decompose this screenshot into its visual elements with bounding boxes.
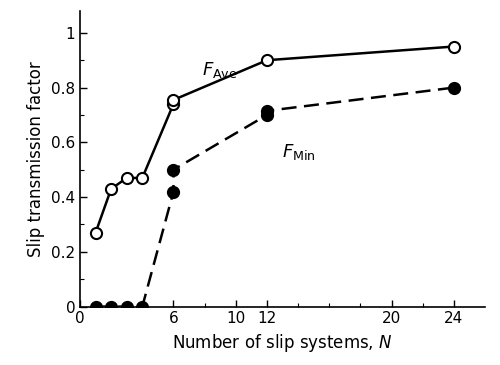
X-axis label: Number of slip systems, $N$: Number of slip systems, $N$ [172, 332, 392, 354]
Text: $\mathit{F}_{\mathrm{Ave}}$: $\mathit{F}_{\mathrm{Ave}}$ [202, 60, 237, 80]
Text: $\mathit{F}_{\mathrm{Min}}$: $\mathit{F}_{\mathrm{Min}}$ [282, 142, 316, 162]
Y-axis label: Slip transmission factor: Slip transmission factor [28, 61, 46, 257]
